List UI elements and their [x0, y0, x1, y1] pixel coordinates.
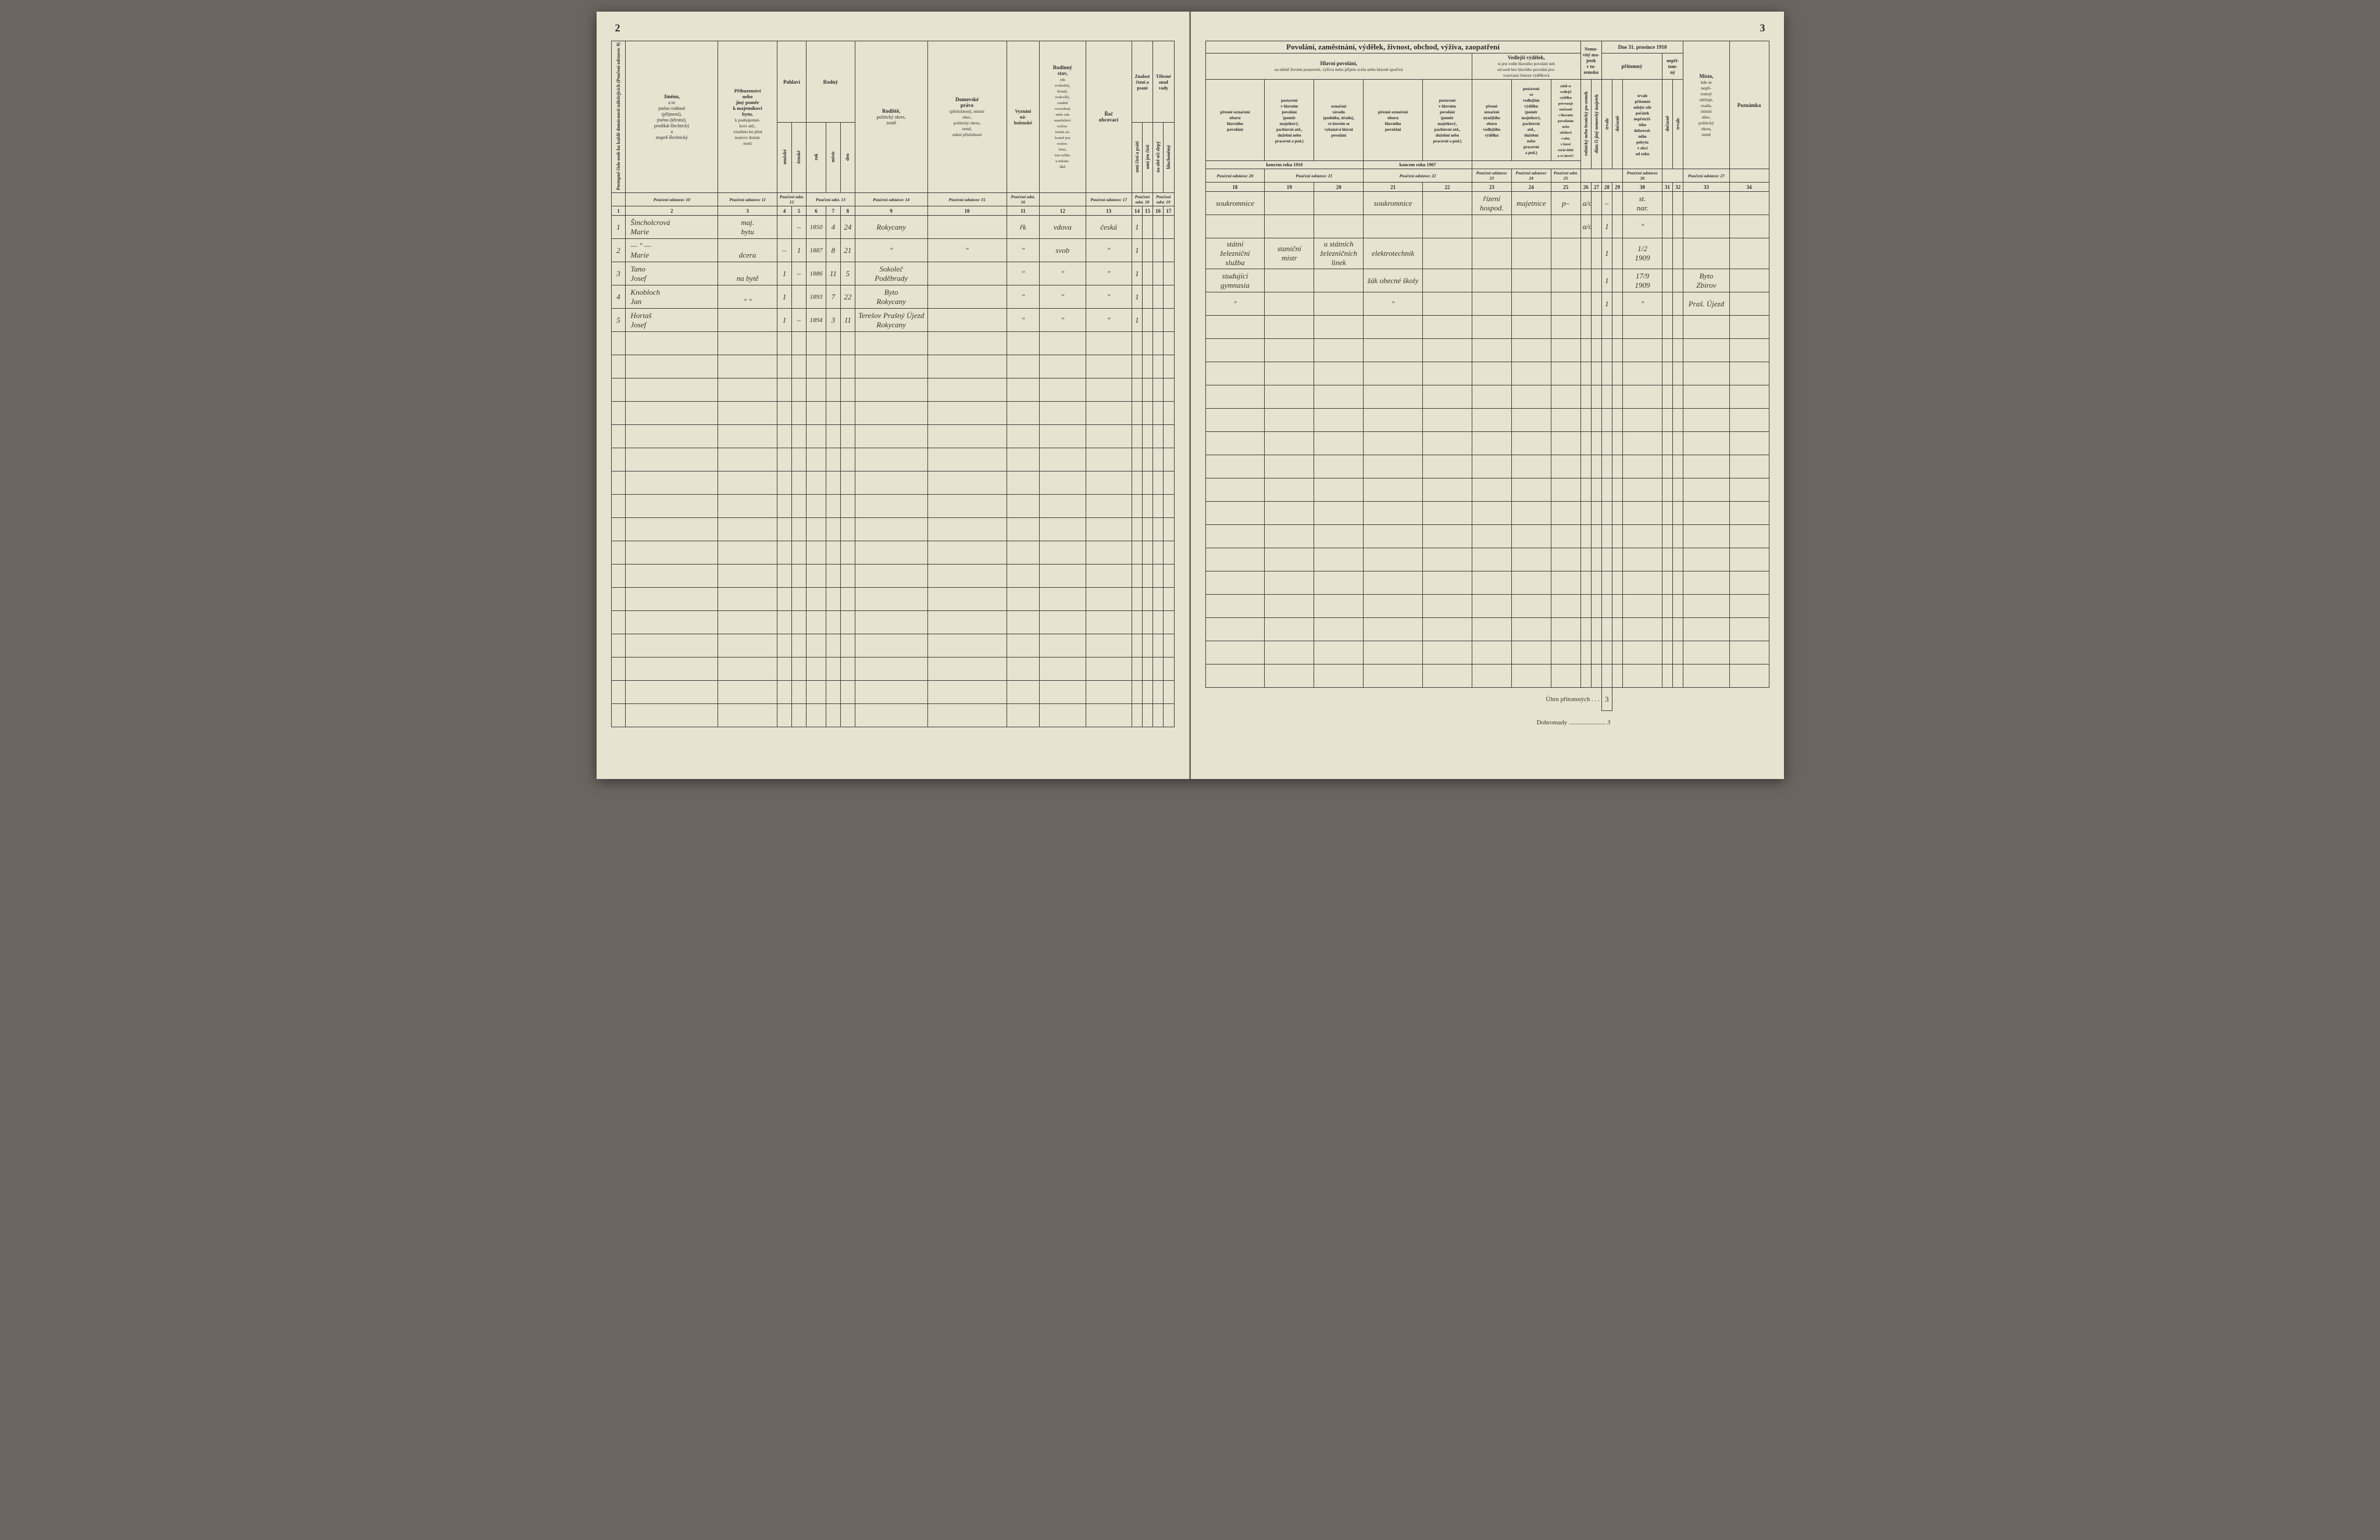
footer-dohromady: Dohromady ....................... 3 — [1205, 711, 1769, 734]
census-ledger: 2 Postupné číslo osob ku každé domácnost… — [597, 12, 1784, 779]
blank-row — [611, 355, 1174, 378]
blank-row — [1205, 409, 1769, 432]
instruction-row: Poučení odstavec 10Poučení odstavec 11 P… — [611, 193, 1174, 206]
blank-row — [1205, 339, 1769, 362]
h-c25: zdali se vedlejší výdělku provozuje souč… — [1551, 80, 1580, 161]
right-table: Povolání, zaměstnání, výdělek, živnost, … — [1205, 41, 1769, 734]
blank-row — [611, 425, 1174, 448]
h-side-occ: Vedlejší výdělek, to jest vedle hlavního… — [1472, 53, 1580, 80]
h-defects: Tělesné snad vady — [1153, 41, 1174, 123]
h-sex: Pohlaví — [777, 41, 807, 123]
blank-row — [1205, 385, 1769, 409]
blank-row — [1205, 664, 1769, 688]
h-c19: postavení v hlavním povolání (poměr maje… — [1265, 80, 1314, 161]
h-date: Dne 31. prosince 1910 — [1601, 41, 1683, 53]
h-main-occ: Hlavní povolání, na němž životní postave… — [1205, 53, 1472, 80]
h-present: přítomný — [1601, 53, 1662, 80]
colnum-row: 123 456 789 101112 131415 1617 — [611, 206, 1174, 216]
h-name: Jméno, a to jméno rodinné (příjmení), jm… — [626, 41, 718, 193]
instruction-row-r: Poučení odstavec 20Poučení odstavec 21 P… — [1205, 169, 1769, 183]
blank-row — [1205, 502, 1769, 525]
h-c23: přesné označení nynějšího oboru vedlejší… — [1472, 80, 1511, 161]
data-row: 1ŠincholcrováMariemaj.bytu–1850424Rokyca… — [611, 216, 1174, 239]
blank-row — [611, 332, 1174, 355]
blank-row — [1205, 455, 1769, 478]
data-row: ""1"Praš. Újezd — [1205, 292, 1769, 316]
data-row: 2— " —Mariedcera–11887821"""svob"1 — [611, 239, 1174, 262]
page-number-right: 3 — [1760, 22, 1765, 34]
h-literacy: Znalost čtení a psaní — [1132, 41, 1152, 123]
blank-row — [611, 495, 1174, 518]
h-c20: označení závodu (podniku, úřadu), ve kte… — [1314, 80, 1364, 161]
data-row: studující gymnasiažák obecné školy117/9 … — [1205, 269, 1769, 292]
blank-row — [611, 588, 1174, 611]
blank-row — [1205, 595, 1769, 618]
footer-uhrn: Úhrn přítomných . . .3 — [1205, 688, 1769, 711]
blank-row — [1205, 525, 1769, 548]
blank-row — [611, 448, 1174, 471]
blank-row — [1205, 362, 1769, 385]
h-property: Nemo- vitý ma- jetek v tu- zemsku — [1580, 41, 1601, 80]
blank-row — [611, 634, 1174, 658]
right-page: 3 Povolání, zaměstnání, výdělek, živnost… — [1191, 12, 1784, 779]
blank-row — [1205, 432, 1769, 455]
h-c24: postavení ve vedlejším výdělku (poměr ma… — [1511, 80, 1551, 161]
h-domicile: Domovské právo (příslušnost), místní obe… — [927, 41, 1007, 193]
blank-row — [611, 704, 1174, 727]
h-occupation-section: Povolání, zaměstnání, výdělek, živnost, … — [1205, 41, 1580, 53]
h-birth: Rodný — [806, 41, 855, 123]
h-language: Řeč obcovací — [1086, 41, 1132, 193]
h-c21: přesné označení oboru hlavního povolání — [1364, 80, 1423, 161]
blank-row — [611, 658, 1174, 681]
blank-row — [1205, 571, 1769, 595]
colnum-row-r: 181920 212223 242526 272829 303132 3334 — [1205, 183, 1769, 192]
h-place: Místo, kde se nepří- tomný zdržuje, osad… — [1683, 41, 1729, 169]
blank-row — [611, 611, 1174, 634]
blank-row — [611, 402, 1174, 425]
h-c30: trvale přítomní udejte zde počátek nepře… — [1623, 80, 1662, 169]
data-row: a/o1" — [1205, 215, 1769, 238]
h-col1: Postupné číslo osob ku každé domácnosti … — [616, 42, 621, 190]
data-row: 4KnoblochJan" "11893722Byto Rokycany"""1 — [611, 285, 1174, 309]
h-c22: postavení v hlavním povolání (poměr maje… — [1423, 80, 1472, 161]
left-table: Postupné číslo osob ku každé domácnosti … — [611, 41, 1175, 727]
data-row: soukromnicesoukromniceřízení hospod.maje… — [1205, 192, 1769, 215]
h-birthplace: Rodiště, politický okres, země — [855, 41, 927, 193]
h-note: Poznámka — [1729, 41, 1769, 169]
blank-row — [611, 681, 1174, 704]
blank-row — [1205, 316, 1769, 339]
blank-row — [611, 541, 1174, 564]
blank-row — [1205, 641, 1769, 664]
blank-row — [1205, 548, 1769, 571]
h-rel: Příbuzenství nebo jiný poměr k majetníko… — [718, 41, 777, 193]
blank-row — [611, 518, 1174, 541]
left-page: 2 Postupné číslo osob ku každé domácnost… — [597, 12, 1190, 779]
h-marital: Rodinný stav, zda svobodný, ženatý, ovdo… — [1040, 41, 1086, 193]
h-c18: přesné označení oboru hlavního povolání — [1205, 80, 1265, 161]
blank-row — [1205, 618, 1769, 641]
data-row: státní železniční službastaniční mistru … — [1205, 238, 1769, 269]
blank-row — [611, 564, 1174, 588]
blank-row — [1205, 478, 1769, 502]
data-row: 5HortašJosef1–1894311Terešov Prašný Újez… — [611, 309, 1174, 332]
blank-row — [611, 471, 1174, 495]
h-absent: nepří- tom- ný — [1662, 53, 1683, 80]
h-religion: Vyznání ná- boženské — [1007, 41, 1040, 193]
data-row: 3TanoJosefna bytě1–1886115Sokoleč Poděbr… — [611, 262, 1174, 285]
page-number-left: 2 — [615, 22, 620, 34]
blank-row — [611, 378, 1174, 402]
